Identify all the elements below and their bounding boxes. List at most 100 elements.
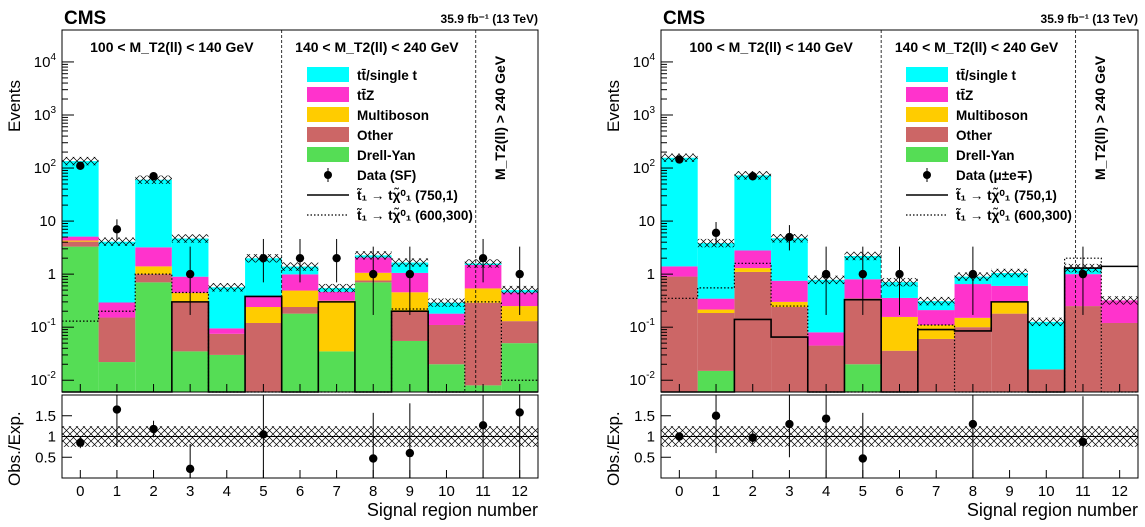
uncertainty-band [1027,317,1065,327]
y-tick-label: 1 [647,266,655,283]
ratio-tick-label: 1 [647,429,655,446]
ratio-tick-label: 0.5 [634,449,655,466]
y-tick-label: 10-1 [629,317,655,336]
data-point [76,161,85,171]
bar-ttbar [917,301,955,311]
bar-dy [281,313,319,392]
bar-other [281,307,319,314]
bar-ttbar [661,157,698,267]
bar-ttz [661,266,698,277]
x-tick-label: 0 [76,483,84,500]
ratio-point [515,408,524,417]
legend-label: t̃₁ → tχ̃⁰₁ (600,300) [955,208,1072,223]
data-point [405,269,415,279]
y-axis-label: Events [5,80,24,132]
data-point [675,155,684,164]
data-point [149,172,158,181]
legend-label: Data (SF) [357,168,416,183]
region-label-1: 100 < M_T2(ll) < 140 GeV [689,39,853,55]
legend-swatch [307,67,349,82]
data-point [968,269,978,279]
ratio-point [711,411,721,420]
x-tick-label: 0 [675,483,683,500]
uncertainty-band [428,298,465,307]
x-tick-label: 9 [406,483,414,500]
data-point [112,225,122,234]
x-tick-label: 8 [969,483,977,500]
x-axis-label: Signal region number [367,500,538,520]
y-tick-exponent: 4 [649,52,655,63]
x-tick-label: 11 [475,483,491,500]
legend-swatch [906,87,948,102]
ratio-axis-label: Obs./Exp. [604,411,623,486]
legend-swatch [307,87,349,102]
bar-ttz [917,310,955,325]
legend-data-marker [324,171,332,179]
x-tick-label: 12 [1111,483,1128,500]
bar-other [62,241,99,247]
bar-multiboson [771,301,808,308]
region-label-2: 140 < M_T2(ll) < 240 GeV [295,39,459,55]
ratio-tick-label: 0.5 [35,449,56,466]
ratio-tick-label: 1.5 [634,408,655,425]
x-tick-label: 8 [369,483,377,500]
y-tick-label: 10 [638,213,655,230]
ratio-point [76,438,85,447]
y-tick-exponent: 2 [50,158,56,169]
region-label-2: 140 < M_T2(ll) < 240 GeV [895,39,1059,55]
bar-other [661,276,698,392]
data-point [1078,269,1088,279]
y-tick-label: 10 [39,213,56,230]
region-label-1: 100 < M_T2(ll) < 140 GeV [90,39,254,55]
y-tick-label: 102 [34,158,57,177]
x-tick-label: 11 [1075,483,1091,500]
ratio-point [478,421,488,430]
experiment-label: CMS [64,8,106,29]
data-point [478,253,488,263]
bar-ttz [98,302,136,318]
bar-other [991,313,1028,392]
region-label-3: M_T2(ll) > 240 GeV [492,55,508,180]
bar-ttbar [697,243,735,299]
legend-label: Other [956,128,993,143]
bar-dy [391,340,429,392]
x-tick-label: 2 [749,483,757,500]
y-tick-exponent: -2 [646,370,655,381]
bar-ttz [208,328,246,334]
bar-other [954,327,992,392]
legend-label: t̃₁ → tχ̃⁰₁ (600,300) [356,208,473,223]
bar-ttbar [1027,321,1065,370]
legend-swatch [906,127,948,142]
bar-other [771,307,808,392]
uncertainty-band [991,268,1028,278]
legend-label: tt̄/single t [956,68,1017,83]
uncertainty-band [208,283,246,292]
ratio-point [1078,437,1088,447]
ratio-point [748,433,757,442]
bar-ttbar [98,241,136,303]
data-point [785,232,794,242]
ratio-point [858,454,868,463]
bar-multiboson [917,324,955,339]
bar-multiboson [697,309,735,314]
ratio-point [369,454,378,463]
data-point [748,172,757,181]
x-tick-label: 2 [149,483,157,500]
legend-label: Drell-Yan [357,148,416,163]
y-axis-label: Events [604,80,623,132]
ratio-point [112,405,122,414]
bar-other [464,302,502,386]
bar-other [734,271,772,392]
ratio-point [821,414,831,423]
x-tick-label: 9 [1005,483,1013,500]
ratio-point [675,432,684,441]
y-tick-exponent: 2 [649,158,655,169]
y-tick-label: 102 [633,158,656,177]
x-tick-label: 6 [895,483,903,500]
bar-other [208,333,246,355]
bar-other [391,310,429,341]
bar-ttz [1101,300,1138,323]
